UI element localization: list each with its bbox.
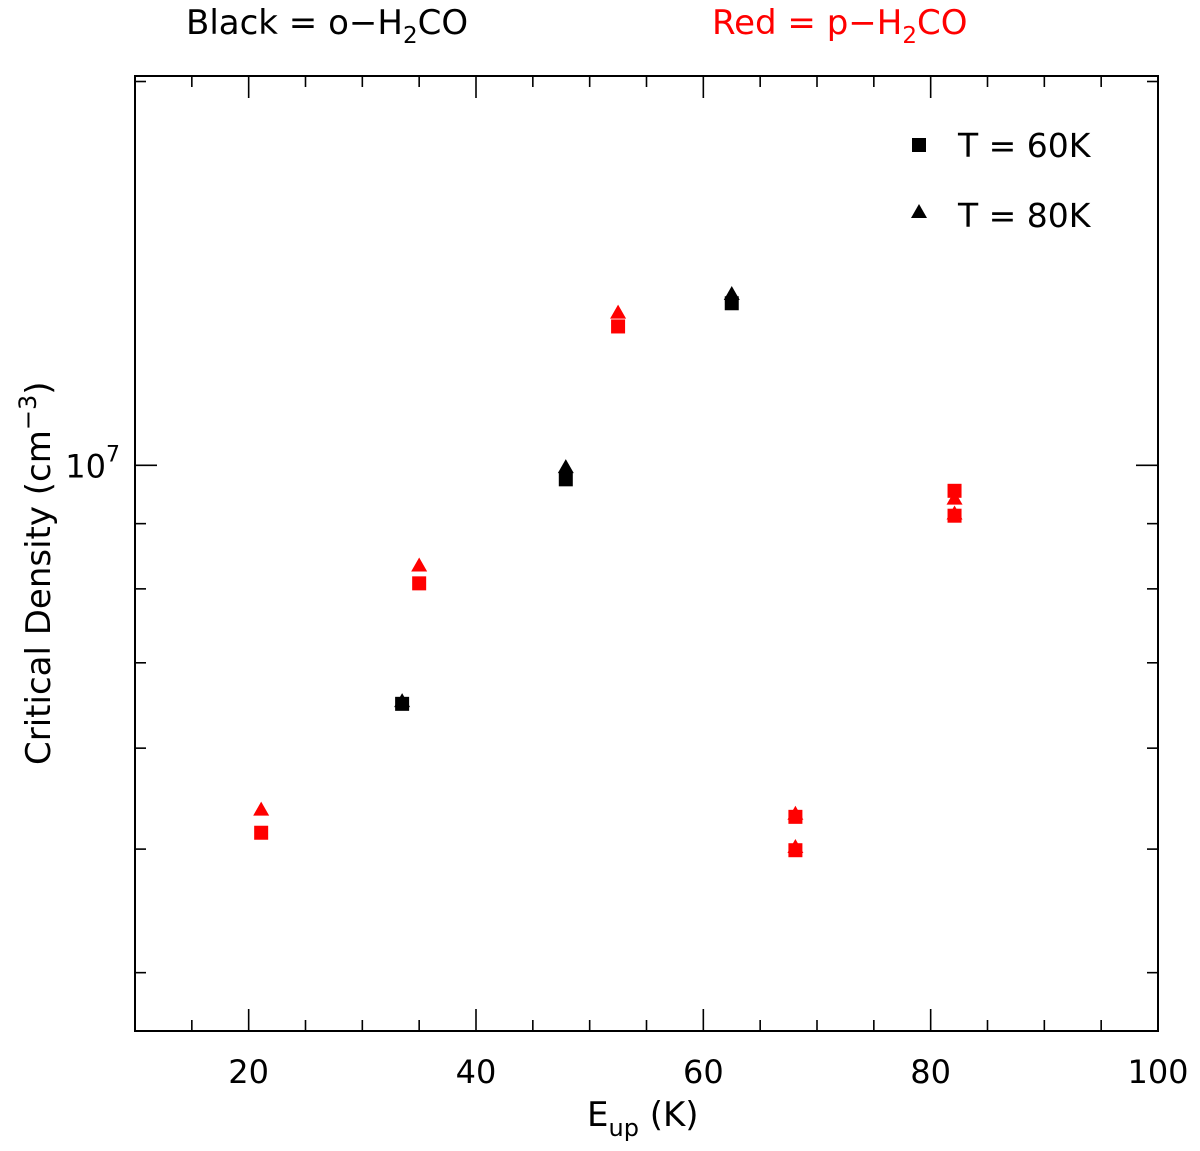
- x-tick-label: 20: [228, 1053, 269, 1091]
- x-axis-label-sub: up: [608, 1114, 638, 1142]
- header-black-sub: 2: [403, 23, 418, 49]
- triangle-marker: [411, 557, 428, 572]
- triangle-marker: [610, 304, 627, 319]
- y-axis-label: Critical Density (cm−3): [14, 381, 59, 765]
- y-axis-label-sup: −3: [14, 395, 42, 430]
- x-axis-label-rest: (K): [639, 1095, 699, 1135]
- header-red-sub: 2: [902, 23, 917, 49]
- square-marker: [412, 576, 427, 591]
- header-black-suffix: CO: [418, 3, 469, 43]
- data-points: [253, 286, 963, 858]
- x-tick-label: 40: [456, 1053, 497, 1091]
- x-axis-label: Eup (K): [587, 1095, 699, 1142]
- triangle-marker: [253, 801, 270, 816]
- square-marker: [611, 319, 626, 334]
- square-marker: [254, 825, 269, 840]
- x-tick-label: 80: [910, 1053, 951, 1091]
- header-red-note: Red = p−H2CO: [712, 3, 968, 49]
- legend-triangle-label: T = 80K: [957, 196, 1092, 235]
- triangle-marker: [394, 693, 411, 708]
- header-red-prefix: Red = p−H: [712, 3, 902, 43]
- x-tick-labels: 20 40 60 80 100: [228, 1053, 1188, 1091]
- header-red-suffix: CO: [917, 3, 968, 43]
- square-marker: [558, 472, 573, 487]
- y-tick-base: 10: [65, 447, 106, 485]
- y-axis-label-text: Critical Density (cm: [19, 430, 59, 765]
- y-tick-exp: 7: [106, 442, 120, 467]
- header-black-prefix: Black = o−H: [186, 3, 403, 43]
- triangle-marker: [946, 505, 963, 520]
- header-black-note: Black = o−H2CO: [186, 3, 468, 49]
- y-axis-label-close: ): [19, 381, 59, 394]
- legend-square-label: T = 60K: [957, 126, 1092, 165]
- x-axis-label-base: E: [587, 1095, 608, 1135]
- legend-triangle-marker: [911, 204, 927, 218]
- triangle-marker: [946, 490, 963, 505]
- triangle-marker: [557, 459, 574, 474]
- y-tick-label-1e7: 107: [65, 442, 120, 485]
- triangle-marker: [787, 805, 804, 820]
- legend-square-marker: [912, 138, 926, 152]
- triangle-marker: [787, 838, 804, 853]
- x-tick-label: 100: [1127, 1053, 1188, 1091]
- axis-ticks: [135, 76, 1158, 1031]
- x-tick-label: 60: [683, 1053, 724, 1091]
- legend: T = 60K T = 80K: [911, 126, 1092, 235]
- triangle-marker: [723, 286, 740, 301]
